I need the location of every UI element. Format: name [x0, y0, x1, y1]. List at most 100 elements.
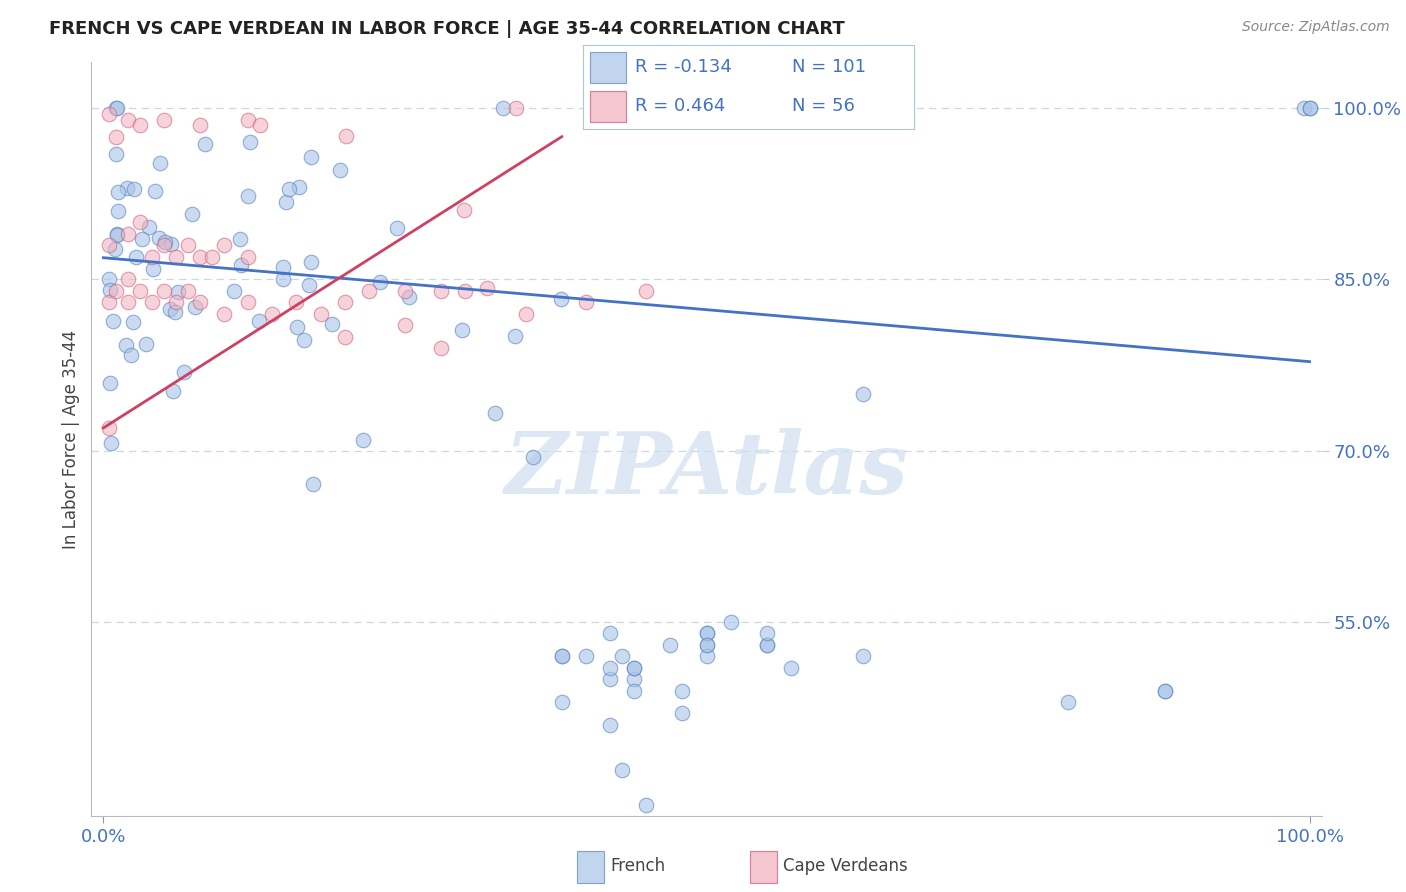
- Point: [104, 146, 127, 161]
- Point: [104, 242, 127, 256]
- Point: [152, 238, 174, 252]
- Point: [285, 319, 308, 334]
- Point: [184, 300, 207, 314]
- Point: [128, 215, 150, 229]
- Point: [636, 797, 658, 812]
- Point: [695, 649, 717, 664]
- Point: [167, 285, 190, 300]
- Point: [695, 626, 717, 640]
- Text: FRENCH VS CAPE VERDEAN IN LABOR FORCE | AGE 35-44 CORRELATION CHART: FRENCH VS CAPE VERDEAN IN LABOR FORCE | …: [49, 20, 845, 37]
- Point: [492, 101, 515, 115]
- Point: [695, 638, 717, 652]
- Point: [165, 295, 187, 310]
- Point: [335, 129, 357, 144]
- Point: [852, 649, 875, 664]
- Text: N = 56: N = 56: [792, 97, 855, 115]
- Text: N = 101: N = 101: [792, 58, 866, 76]
- Point: [551, 649, 574, 664]
- Point: [117, 295, 139, 310]
- Point: [98, 284, 121, 298]
- Point: [163, 304, 186, 318]
- Point: [1298, 101, 1320, 115]
- Point: [623, 683, 645, 698]
- Point: [271, 272, 294, 286]
- Point: [430, 284, 453, 298]
- Point: [575, 295, 598, 310]
- Point: [720, 615, 742, 629]
- Point: [633, 101, 655, 115]
- Point: [149, 156, 172, 170]
- Point: [671, 706, 693, 721]
- Point: [1153, 683, 1175, 698]
- Point: [105, 227, 128, 242]
- Point: [1298, 101, 1320, 115]
- Point: [298, 277, 321, 292]
- Point: [107, 203, 129, 218]
- Point: [515, 307, 537, 321]
- Point: [212, 307, 235, 321]
- Point: [1057, 695, 1080, 709]
- Point: [229, 259, 252, 273]
- Point: [141, 250, 163, 264]
- Point: [152, 112, 174, 127]
- Point: [117, 112, 139, 127]
- Point: [503, 329, 526, 343]
- Point: [852, 386, 875, 401]
- Point: [229, 232, 252, 246]
- Point: [610, 764, 633, 778]
- Point: [321, 317, 343, 331]
- Point: [177, 238, 200, 252]
- Point: [599, 626, 621, 640]
- Point: [755, 638, 778, 652]
- Point: [181, 207, 204, 221]
- Point: [636, 284, 658, 298]
- Bar: [591, 91, 627, 121]
- Point: [505, 101, 527, 115]
- Point: [755, 638, 778, 652]
- Point: [100, 436, 122, 450]
- Text: Source: ZipAtlas.com: Source: ZipAtlas.com: [1241, 20, 1389, 34]
- Point: [148, 231, 170, 245]
- Bar: [591, 53, 627, 83]
- Point: [454, 284, 477, 298]
- Point: [271, 260, 294, 274]
- Point: [98, 107, 121, 121]
- Point: [177, 284, 200, 298]
- Point: [238, 112, 260, 127]
- Point: [117, 272, 139, 286]
- Point: [247, 314, 270, 328]
- Point: [484, 406, 506, 420]
- Point: [285, 295, 308, 310]
- Point: [288, 180, 311, 194]
- Point: [194, 137, 217, 152]
- Point: [623, 672, 645, 686]
- Point: [125, 250, 148, 264]
- Point: [238, 250, 260, 264]
- Point: [162, 384, 184, 398]
- Point: [659, 638, 682, 652]
- Text: R = -0.134: R = -0.134: [634, 58, 731, 76]
- Point: [755, 626, 778, 640]
- Point: [115, 181, 138, 195]
- Point: [121, 315, 143, 329]
- Point: [299, 255, 322, 269]
- Point: [575, 649, 598, 664]
- Point: [1292, 101, 1315, 115]
- Point: [702, 101, 724, 115]
- Point: [188, 295, 211, 310]
- Point: [165, 250, 187, 264]
- Point: [453, 202, 475, 217]
- Text: ZIPAtlas: ZIPAtlas: [505, 427, 908, 511]
- Point: [141, 295, 163, 310]
- Point: [477, 281, 499, 295]
- Point: [159, 302, 181, 317]
- Y-axis label: In Labor Force | Age 35-44: In Labor Force | Age 35-44: [62, 330, 80, 549]
- Point: [153, 235, 176, 249]
- Point: [131, 232, 153, 246]
- Point: [780, 661, 803, 675]
- Point: [152, 284, 174, 298]
- Point: [1153, 683, 1175, 698]
- Point: [201, 250, 224, 264]
- Point: [450, 323, 472, 337]
- Point: [128, 284, 150, 298]
